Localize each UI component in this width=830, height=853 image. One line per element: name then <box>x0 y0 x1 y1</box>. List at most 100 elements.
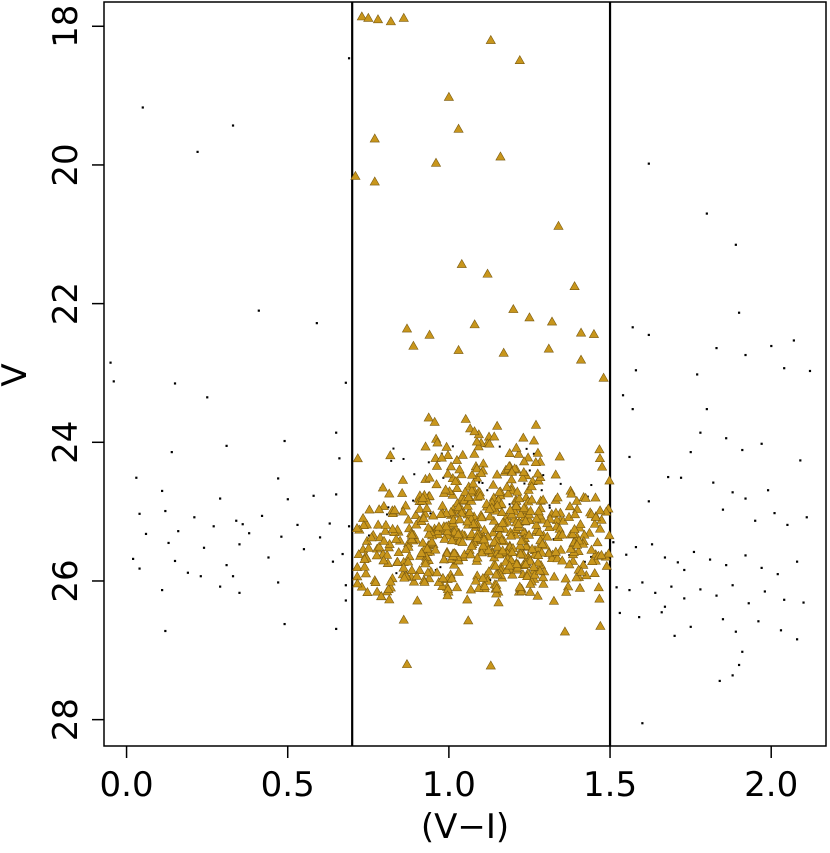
triangle-point <box>374 541 385 551</box>
data-point <box>277 477 280 480</box>
data-point <box>442 476 445 479</box>
triangle-point <box>575 354 587 364</box>
triangle-point <box>451 454 463 464</box>
triangle-point <box>479 580 490 590</box>
triangle-point <box>554 451 565 461</box>
triangle-point <box>543 547 554 557</box>
data-point <box>164 629 167 633</box>
data-point <box>528 469 531 472</box>
triangle-point <box>371 586 383 596</box>
triangle-point <box>401 658 413 668</box>
data-point <box>296 523 299 527</box>
data-point <box>552 538 555 541</box>
triangle-point <box>400 543 411 553</box>
data-point <box>328 522 331 525</box>
triangle-point <box>362 587 373 596</box>
triangle-point <box>398 12 409 22</box>
triangle-point <box>516 535 527 545</box>
triangle-point <box>372 14 384 24</box>
triangle-point <box>518 467 529 476</box>
triangle-point <box>501 481 513 491</box>
data-point <box>132 557 135 560</box>
data-point <box>486 489 489 492</box>
triangle-point <box>431 567 443 577</box>
triangle-point <box>376 591 387 600</box>
triangle-point <box>468 478 479 488</box>
triangle-point <box>497 545 508 555</box>
triangle-point <box>520 515 531 525</box>
triangle-point <box>508 303 519 313</box>
data-point <box>631 408 634 411</box>
triangle-point <box>564 559 575 569</box>
triangle-point <box>569 509 581 519</box>
y-tick-label: 26 <box>46 559 86 602</box>
triangle-point <box>351 522 363 532</box>
triangle-point <box>411 570 422 580</box>
data-point <box>628 455 631 459</box>
triangle-point <box>576 566 587 576</box>
triangle-point <box>352 561 363 571</box>
triangle-point <box>419 576 430 586</box>
triangle-point <box>451 582 463 592</box>
data-point <box>650 543 654 546</box>
data-point <box>786 523 789 527</box>
triangle-point <box>399 572 410 582</box>
data-point <box>779 629 783 632</box>
triangle-point <box>574 582 586 592</box>
data-point <box>481 481 484 484</box>
triangle-point <box>478 534 490 544</box>
triangle-point <box>560 573 571 583</box>
triangle-point <box>442 526 453 536</box>
x-axis: 0.0 0.5 1.0 1.5 2.0 <box>100 746 798 805</box>
triangle-point <box>369 133 380 143</box>
triangle-point <box>526 481 537 491</box>
triangle-point <box>469 319 480 329</box>
triangle-point <box>603 548 614 558</box>
triangle-point <box>590 492 601 502</box>
triangle-point <box>424 329 435 339</box>
data-point <box>525 447 528 450</box>
triangle-point <box>443 91 455 101</box>
triangle-point <box>497 517 508 527</box>
triangle-point <box>512 486 523 496</box>
triangle-point <box>408 576 420 586</box>
triangle-point <box>504 448 515 457</box>
data-point <box>427 461 430 464</box>
triangle-point <box>370 577 381 586</box>
data-point <box>676 561 679 564</box>
triangle-point <box>460 413 471 423</box>
data-point <box>347 525 351 528</box>
triangle-point <box>478 458 489 468</box>
triangle-point <box>433 521 445 531</box>
triangle-point <box>439 533 450 543</box>
data-point <box>392 447 395 450</box>
triangle-point <box>516 586 527 596</box>
data-point <box>186 571 190 574</box>
triangle-point <box>441 441 452 451</box>
data-point <box>344 381 347 384</box>
data-point <box>202 546 206 549</box>
data-point <box>302 548 306 551</box>
triangle-point <box>378 555 389 565</box>
y-tick-label: 22 <box>46 282 86 325</box>
triangle-point <box>594 593 605 603</box>
triangle-point <box>525 578 536 588</box>
data-point <box>795 560 799 563</box>
data-point <box>647 333 650 337</box>
triangle-point <box>514 55 525 64</box>
triangle-point <box>453 123 464 133</box>
data-point <box>799 459 802 462</box>
triangle-point <box>518 432 529 442</box>
triangle-point <box>464 507 475 517</box>
triangle-point <box>465 584 477 594</box>
triangle-point <box>440 484 451 494</box>
triangle-point <box>588 328 600 338</box>
triangle-point <box>489 431 500 441</box>
triangle-point <box>397 487 408 497</box>
data-point <box>193 516 196 519</box>
triangle-point <box>519 456 530 466</box>
data-point <box>699 588 702 591</box>
data-point <box>696 373 699 376</box>
data-point <box>612 541 615 544</box>
triangle-point <box>384 594 395 604</box>
